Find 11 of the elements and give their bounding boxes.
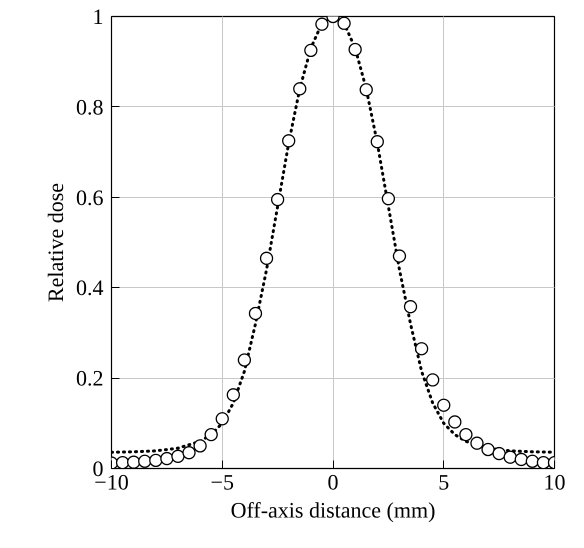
y-tick-label: 0.2 bbox=[76, 366, 104, 391]
y-tick-label: 1 bbox=[92, 4, 104, 29]
x-tick-label: −5 bbox=[210, 470, 234, 494]
x-tick-label: 0 bbox=[328, 470, 338, 494]
y-axis-title: Relative dose bbox=[43, 182, 68, 302]
y-tick-label: 0.6 bbox=[76, 184, 104, 210]
y-tick-label: 0.8 bbox=[76, 94, 104, 120]
x-tick-label: 10 bbox=[544, 470, 566, 494]
x-tick-label: 5 bbox=[438, 470, 450, 494]
x-axis-title: Off-axis distance (mm) bbox=[230, 498, 436, 522]
y-tick-label: 0.4 bbox=[76, 275, 104, 300]
